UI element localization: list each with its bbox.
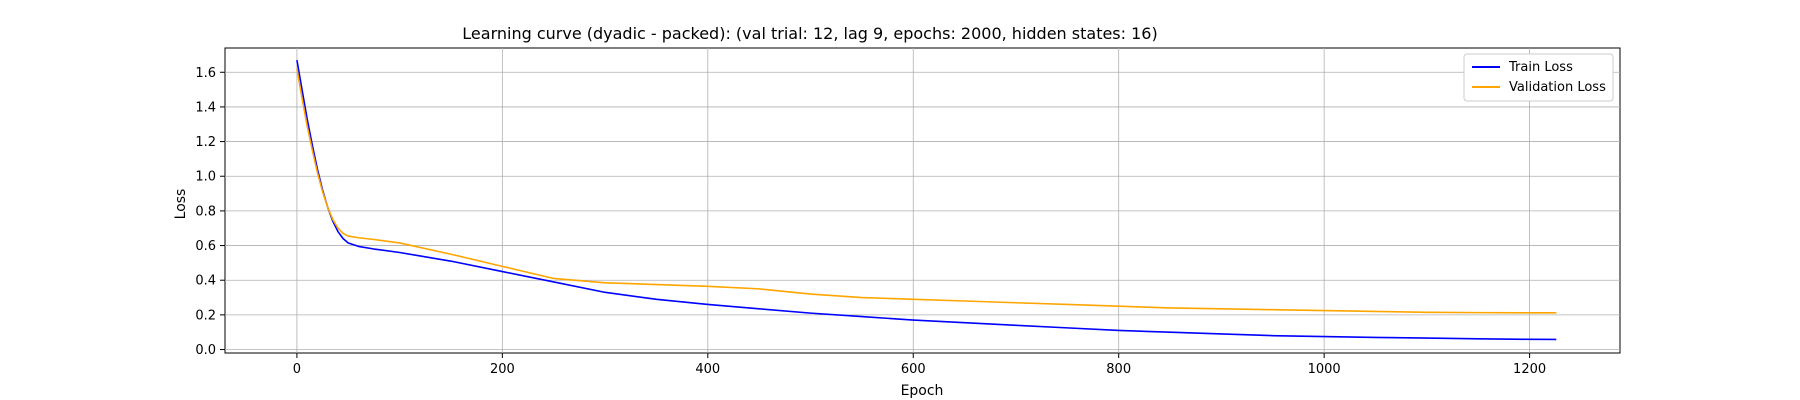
y-tick-label: 0.2 bbox=[195, 308, 216, 323]
y-tick-label: 0.6 bbox=[195, 239, 216, 254]
y-tick-label: 1.6 bbox=[195, 66, 216, 81]
legend: Train Loss Validation Loss bbox=[1463, 53, 1614, 102]
y-tick-label: 0.8 bbox=[195, 204, 216, 219]
axis-ticks: 0 200 400 600 800 1000 1200 0.0 0.2 0.4 0.6 0.8 1.0 1… bbox=[195, 66, 1546, 377]
legend-box bbox=[1463, 53, 1614, 102]
x-tick-label: 800 bbox=[1106, 362, 1131, 377]
x-tick-label: 0 bbox=[293, 362, 301, 377]
y-axis-label: Loss bbox=[173, 189, 189, 220]
x-axis-label: Epoch bbox=[901, 383, 944, 399]
legend-label-train-loss: Train Loss bbox=[1508, 60, 1573, 75]
series-lines bbox=[296, 59, 1557, 341]
x-tick-label: 200 bbox=[490, 362, 515, 377]
chart-title: Learning curve (dyadic - packed): (val t… bbox=[462, 24, 1157, 43]
y-tick-label: 0.0 bbox=[195, 343, 216, 358]
y-tick-label: 0.4 bbox=[195, 274, 216, 289]
x-tick-label: 1200 bbox=[1513, 362, 1546, 377]
series-line-validation-loss bbox=[296, 68, 1557, 314]
x-tick-label: 1000 bbox=[1308, 362, 1341, 377]
x-tick-label: 600 bbox=[901, 362, 926, 377]
plot-area bbox=[224, 47, 1621, 354]
legend-label-validation-loss: Validation Loss bbox=[1509, 80, 1606, 95]
grid-lines bbox=[225, 48, 1620, 353]
y-tick-label: 1.0 bbox=[195, 170, 216, 185]
y-tick-label: 1.4 bbox=[195, 100, 216, 115]
y-tick-label: 1.2 bbox=[195, 135, 216, 150]
x-tick-label: 400 bbox=[695, 362, 720, 377]
